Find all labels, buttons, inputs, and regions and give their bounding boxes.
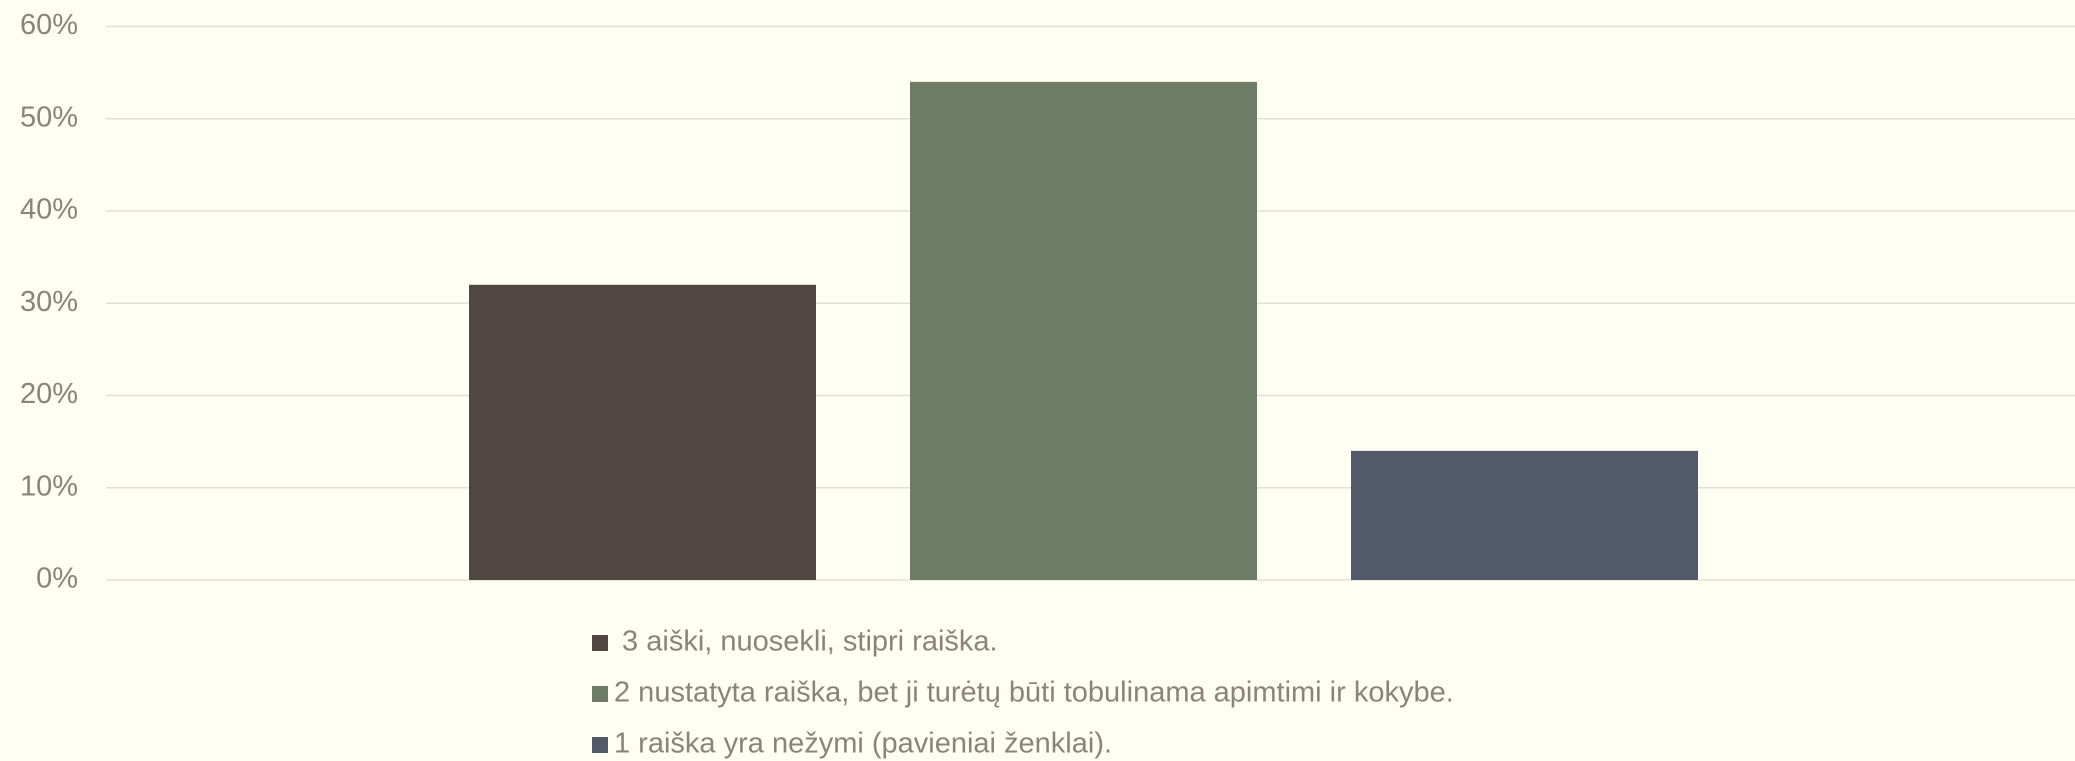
legend-swatch (592, 686, 608, 702)
y-tick-label: 10% (20, 470, 78, 502)
legend-label: 3 aiški, nuosekli, stipri raiška. (614, 626, 998, 658)
bar (910, 81, 1257, 580)
y-tick-label: 30% (20, 286, 78, 318)
legend-label: 1 raiška yra nežymi (pavieniai ženklai). (614, 728, 1112, 760)
legend-swatch (592, 635, 608, 651)
y-tick-label: 40% (20, 194, 78, 226)
bar (469, 284, 816, 580)
y-tick-label: 0% (36, 563, 78, 595)
legend-label: 2 nustatyta raiška, bet ji turėtų būti t… (614, 677, 1454, 709)
y-tick-label: 60% (20, 9, 78, 41)
y-tick-label: 20% (20, 378, 78, 410)
bar (1351, 450, 1698, 580)
y-tick-label: 50% (20, 101, 78, 133)
legend-swatch (592, 737, 608, 753)
